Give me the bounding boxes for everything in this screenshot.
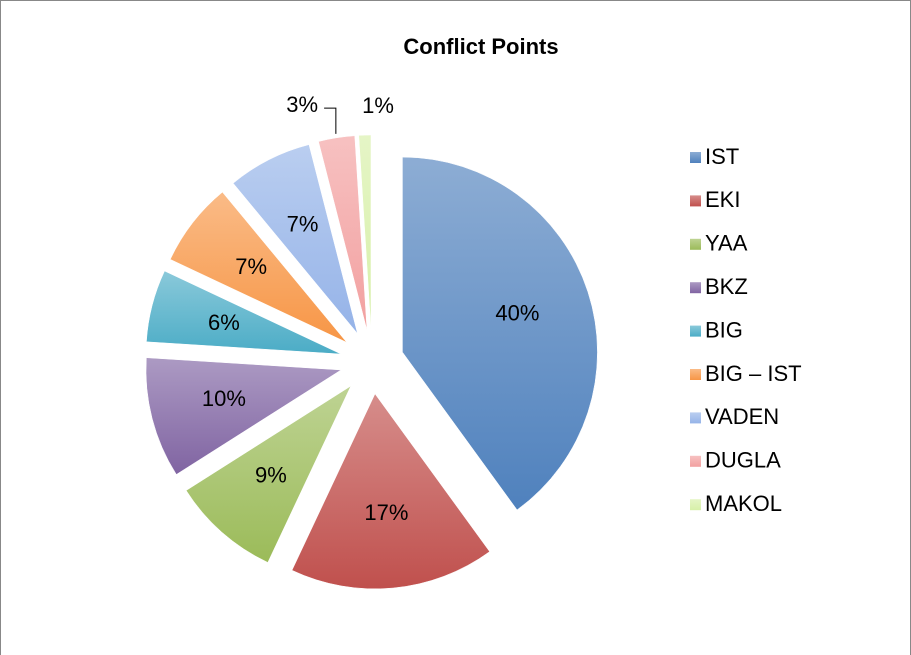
legend-label: EKI: [705, 187, 740, 212]
chart-title: Conflict Points: [403, 34, 558, 59]
legend-label: IST: [705, 144, 739, 169]
data-label: 40%: [495, 301, 539, 326]
legend-swatch: [690, 282, 701, 294]
data-label: 7%: [235, 254, 267, 279]
legend-swatch: [690, 152, 701, 163]
legend-label: VADEN: [705, 404, 779, 429]
pie-slice: [185, 385, 352, 563]
legend-label: BIG – IST: [705, 361, 802, 386]
pie-slice: [145, 357, 342, 475]
legend-swatch: [690, 195, 701, 207]
legend-swatch: [690, 238, 701, 250]
leader-line: [324, 107, 337, 134]
pie-slice: [402, 156, 598, 511]
pie-slice: [169, 191, 347, 343]
legend-label: YAA: [705, 231, 748, 256]
data-label: 9%: [255, 463, 287, 488]
legend-swatch: [690, 325, 701, 337]
data-label: 1%: [362, 93, 394, 118]
legend-swatch: [690, 369, 701, 380]
legend-swatch: [690, 412, 701, 424]
data-label: 17%: [364, 500, 408, 525]
legend-swatch: [690, 499, 701, 511]
pie-slice: [146, 270, 342, 355]
pie-slice: [318, 135, 368, 331]
legend-label: MAKOL: [705, 491, 782, 516]
pie-slice: [232, 144, 358, 334]
pie-slice: [358, 134, 372, 331]
legend-label: BIG: [705, 317, 743, 342]
data-label: 10%: [202, 386, 246, 411]
data-label: 6%: [208, 310, 240, 335]
data-label: 7%: [287, 212, 319, 237]
legend-label: DUGLA: [705, 448, 781, 473]
data-label: 3%: [286, 92, 318, 117]
legend-swatch: [690, 455, 701, 467]
pie-slice: [291, 393, 490, 590]
legend-label: BKZ: [705, 274, 748, 299]
